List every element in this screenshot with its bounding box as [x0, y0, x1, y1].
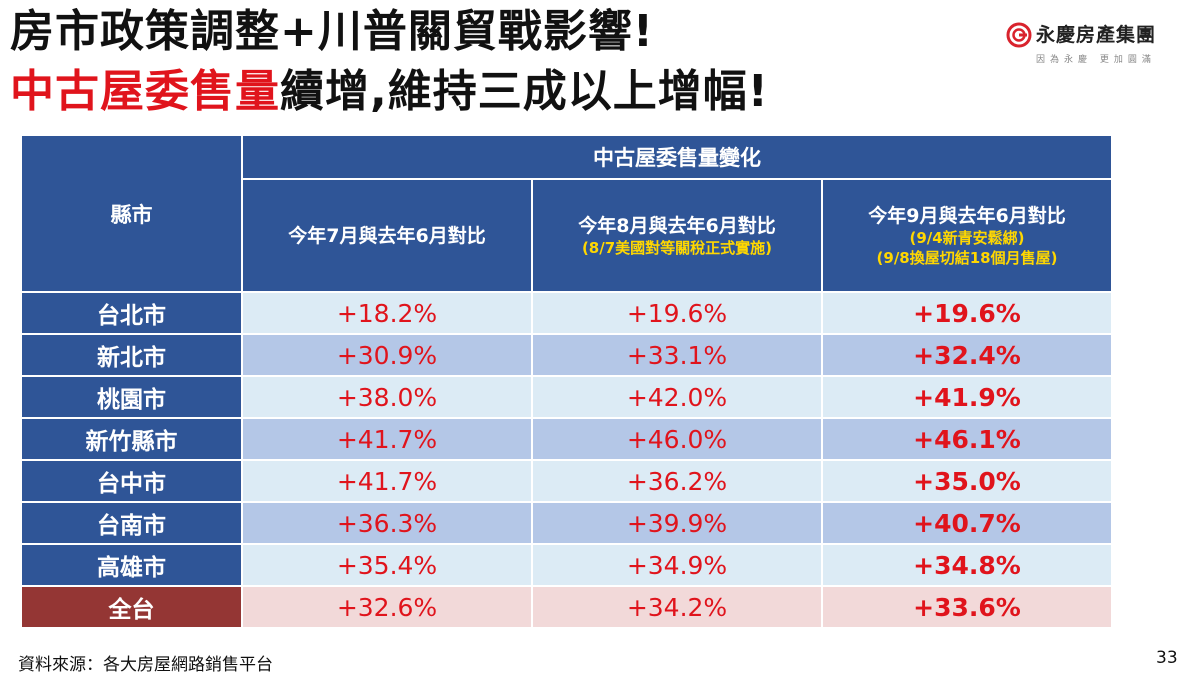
city-cell: 台南市 [20, 501, 243, 545]
city-cell: 高雄市 [20, 543, 243, 587]
city-cell: 台中市 [20, 459, 243, 503]
table-row: 新北市 +30.9% +33.1% +32.4% [20, 333, 1114, 377]
page-number: 33 [1156, 648, 1178, 668]
table-row: 高雄市 +35.4% +34.9% +34.8% [20, 543, 1114, 587]
city-cell: 桃園市 [20, 375, 243, 419]
value-cell: +32.4% [820, 333, 1114, 377]
column-header-note: (9/4新青安鬆綁) [909, 228, 1025, 247]
column-header-1: 今年7月與去年6月對比 [241, 178, 533, 293]
column-header-note: (8/7美國對等關稅正式實施) [581, 238, 773, 257]
value-cell: +32.6% [241, 585, 533, 629]
column-header-note: (9/8換屋切結18個月售屋) [876, 248, 1058, 267]
value-cell: +33.1% [531, 333, 823, 377]
table-row: 台北市 +18.2% +19.6% +19.6% [20, 291, 1114, 335]
table-row: 全台 +32.6% +34.2% +33.6% [20, 585, 1114, 629]
city-cell: 新北市 [20, 333, 243, 377]
value-cell: +41.7% [241, 459, 533, 503]
value-cell: +18.2% [241, 291, 533, 335]
column-header-label: 今年8月與去年6月對比 [578, 214, 776, 237]
column-header-2: 今年8月與去年6月對比 (8/7美國對等關稅正式實施) [531, 178, 823, 293]
logo-emblem-icon [1006, 22, 1032, 48]
value-cell: +34.2% [531, 585, 823, 629]
value-cell: +19.6% [531, 291, 823, 335]
company-logo: 永慶房產集團 因為永慶 更加圓滿 [1006, 22, 1186, 68]
value-cell: +34.9% [531, 543, 823, 587]
city-cell: 新竹縣市 [20, 417, 243, 461]
column-header-3: 今年9月與去年6月對比 (9/4新青安鬆綁) (9/8換屋切結18個月售屋) [820, 178, 1114, 293]
source-note: 資料來源：各大房屋網路銷售平台 [18, 655, 273, 675]
city-cell: 台北市 [20, 291, 243, 335]
value-cell: +19.6% [820, 291, 1114, 335]
value-cell: +35.0% [820, 459, 1114, 503]
value-cell: +39.9% [531, 501, 823, 545]
column-header-label: 今年9月與去年6月對比 [868, 204, 1066, 227]
group-header: 中古屋委售量變化 [240, 134, 1114, 180]
headline-line-2: 中古屋委售量續增,維持三成以上增幅! [10, 64, 769, 120]
value-cell: +42.0% [531, 375, 823, 419]
listing-volume-table: 縣市 中古屋委售量變化 今年7月與去年6月對比 今年8月與去年6月對比 (8/7美國… [20, 134, 1114, 629]
column-header-label: 今年7月與去年6月對比 [288, 224, 486, 247]
headline-rest: 續增,維持三成以上增幅! [280, 66, 769, 117]
table-row: 桃園市 +38.0% +42.0% +41.9% [20, 375, 1114, 419]
value-cell: +33.6% [820, 585, 1114, 629]
value-cell: +41.9% [820, 375, 1114, 419]
value-cell: +34.8% [820, 543, 1114, 587]
logo-tagline: 因為永慶 更加圓滿 [1036, 55, 1156, 65]
table-row: 台中市 +41.7% +36.2% +35.0% [20, 459, 1114, 503]
value-cell: +41.7% [241, 417, 533, 461]
value-cell: +36.3% [241, 501, 533, 545]
value-cell: +46.1% [820, 417, 1114, 461]
headline-highlight: 中古屋委售量 [10, 66, 280, 117]
value-cell: +36.2% [531, 459, 823, 503]
value-cell: +30.9% [241, 333, 533, 377]
value-cell: +40.7% [820, 501, 1114, 545]
city-column-header: 縣市 [20, 134, 243, 293]
value-cell: +38.0% [241, 375, 533, 419]
table-row: 台南市 +36.3% +39.9% +40.7% [20, 501, 1114, 545]
logo-name: 永慶房產集團 [1036, 24, 1157, 46]
city-cell: 全台 [20, 585, 243, 629]
value-cell: +46.0% [531, 417, 823, 461]
value-cell: +35.4% [241, 543, 533, 587]
table-row: 新竹縣市 +41.7% +46.0% +46.1% [20, 417, 1114, 461]
headline-line-1: 房市政策調整+川普關貿戰影響! [10, 6, 654, 57]
